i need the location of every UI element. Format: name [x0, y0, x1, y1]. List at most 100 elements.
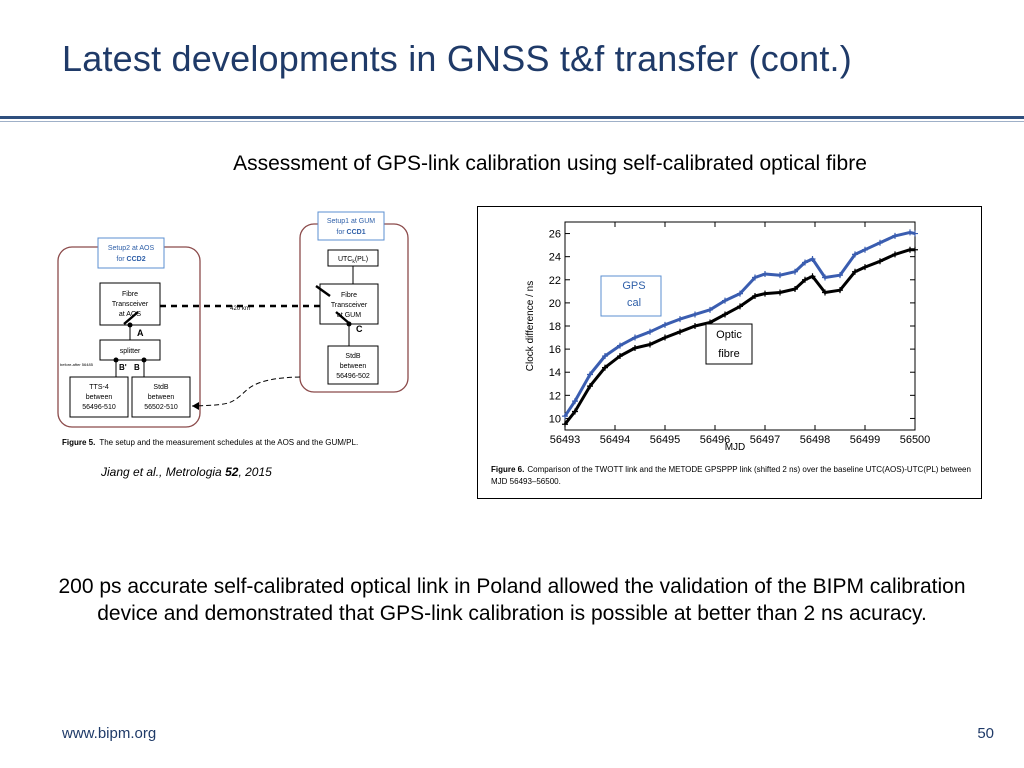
setup1-label-line1: Setup1 at GUM [327, 218, 375, 225]
gps-cal-point [572, 398, 578, 405]
optic-fibre-point [792, 286, 798, 293]
tts4-line2: between [86, 394, 113, 401]
point-b-label: B [134, 363, 140, 372]
point-c-label: C [356, 324, 363, 334]
optic-fibre-label-box [705, 323, 753, 365]
tts4-box [69, 376, 129, 418]
title-divider-thin [0, 121, 1024, 122]
before-after-label: before-after 56485 [60, 362, 94, 367]
x-tick-label: 56499 [850, 434, 881, 446]
optic-fibre-point [912, 246, 918, 253]
gps-cal-point [677, 316, 683, 323]
figure6-caption-line1: Figure 6. Comparison of the TWOTT link an… [491, 465, 971, 474]
gum-transceiver-line1: Fibre [341, 292, 357, 299]
setup1-label-line2: for CCD1 [336, 229, 365, 236]
y-tick-label: 26 [549, 229, 561, 241]
stdb-gum-line1: StdB [345, 353, 361, 360]
optic-fibre-label-line1: Optic [716, 329, 742, 341]
x-tick-label: 56498 [800, 434, 831, 446]
body-text: 200 ps accurate self-calibrated optical … [58, 575, 966, 625]
gps-cal-point [912, 230, 918, 237]
optic-fibre-point [587, 383, 593, 390]
optic-fibre-point [837, 287, 843, 294]
x-tick-label: 56494 [600, 434, 631, 446]
slide-subtitle: Assessment of GPS-link calibration using… [233, 152, 867, 175]
gps-cal-point [722, 297, 728, 304]
setup1-label-box [317, 211, 385, 241]
optic-fibre-point [692, 323, 698, 329]
utc-pl-label: UTCk(PL) [338, 256, 368, 265]
optic-fibre-point [632, 344, 638, 351]
figure6-caption-line2: MJD 56493–56500. [491, 477, 561, 486]
setup2-label-line2: for CCD2 [116, 256, 145, 263]
setup2-label-box [97, 237, 165, 269]
footer-url[interactable]: www.bipm.org [62, 725, 157, 742]
gum-transceiver-box [319, 283, 379, 325]
gum-transceiver-line3: at GUM [337, 312, 361, 319]
gps-cal-point [562, 413, 568, 420]
gps-cal-point [877, 239, 883, 246]
y-tick-label: 12 [549, 390, 561, 402]
stdb-gum-line2: between [340, 363, 367, 370]
x-tick-label: 56493 [550, 434, 581, 446]
tts4-line3: 56496-510 [82, 404, 116, 411]
citation: Jiang et al., Metrologia 52, 2015 [101, 465, 272, 479]
optic-fibre-point [602, 364, 608, 371]
optic-fibre-point [862, 264, 868, 271]
setup-diagram: Setup2 at AOS for CCD2 Setup1 at GUM for… [57, 211, 409, 447]
gps-cal-point [617, 342, 623, 349]
page-number: 50 [977, 725, 994, 742]
gps-cal-label-line2: cal [627, 297, 641, 309]
return-cable-path [191, 376, 301, 407]
gps-cal-point [647, 328, 653, 335]
y-tick-label: 18 [549, 321, 561, 333]
gps-cal-point [692, 311, 698, 318]
stdb-gum-box [327, 345, 379, 385]
splitter-label: splitter [120, 348, 141, 355]
y-tick-label: 16 [549, 344, 561, 356]
stdb-gum-line3: 56496-502 [336, 373, 370, 380]
stdb-aos-line2: between [148, 394, 175, 401]
gum-switch-top [315, 285, 331, 297]
optic-fibre-point [647, 341, 653, 348]
aos-transceiver-line1: Fibre [122, 291, 138, 298]
gps-cal-label-box [600, 275, 662, 317]
node-a [127, 322, 133, 328]
gps-cal-point [892, 232, 898, 239]
gps-cal-point [822, 274, 828, 281]
optic-fibre-point [777, 289, 783, 296]
optic-fibre-label-line2: fibre [718, 348, 739, 360]
optic-fibre-point [752, 292, 758, 299]
y-tick-label: 24 [549, 252, 561, 264]
y-tick-label: 22 [549, 275, 561, 287]
x-tick-label: 56495 [650, 434, 681, 446]
gps-cal-point [587, 371, 593, 378]
point-a-label: A [137, 328, 144, 338]
y-tick-label: 10 [549, 413, 561, 425]
gps-cal-point [809, 255, 816, 262]
node-c [346, 321, 352, 327]
gps-cal-point [602, 353, 608, 360]
optic-fibre-point [892, 251, 898, 258]
optic-fibre-point [662, 334, 668, 341]
gps-cal-point [752, 274, 758, 281]
setup2-label-line1: Setup2 at AOS [108, 245, 155, 252]
aos-transceiver-line2: Transceiver [112, 301, 149, 308]
optic-fibre-point [802, 276, 808, 283]
return-cable-arrow [192, 402, 199, 410]
aos-transceiver-line3: at AOS [119, 311, 142, 318]
title-divider [0, 116, 1024, 119]
clock-difference-chart: 10 12 14 16 18 20 22 24 26 56493 56494 56495 56496 5… [477, 206, 982, 499]
tts4-line1: TTS-4 [89, 384, 109, 391]
stdb-aos-box [131, 376, 191, 418]
gps-cal-point [862, 246, 868, 253]
gps-cal-point [707, 306, 713, 313]
point-b-prime-label: B' [119, 363, 127, 372]
optic-fibre-point [822, 289, 828, 296]
y-tick-label: 20 [549, 298, 561, 310]
node-b [141, 357, 147, 363]
x-tick-label: 56497 [750, 434, 781, 446]
stdb-aos-line3: 56502-510 [144, 404, 178, 411]
gps-cal-point [837, 272, 843, 279]
page-title: Latest developments in GNSS t&f transfer… [62, 38, 852, 79]
